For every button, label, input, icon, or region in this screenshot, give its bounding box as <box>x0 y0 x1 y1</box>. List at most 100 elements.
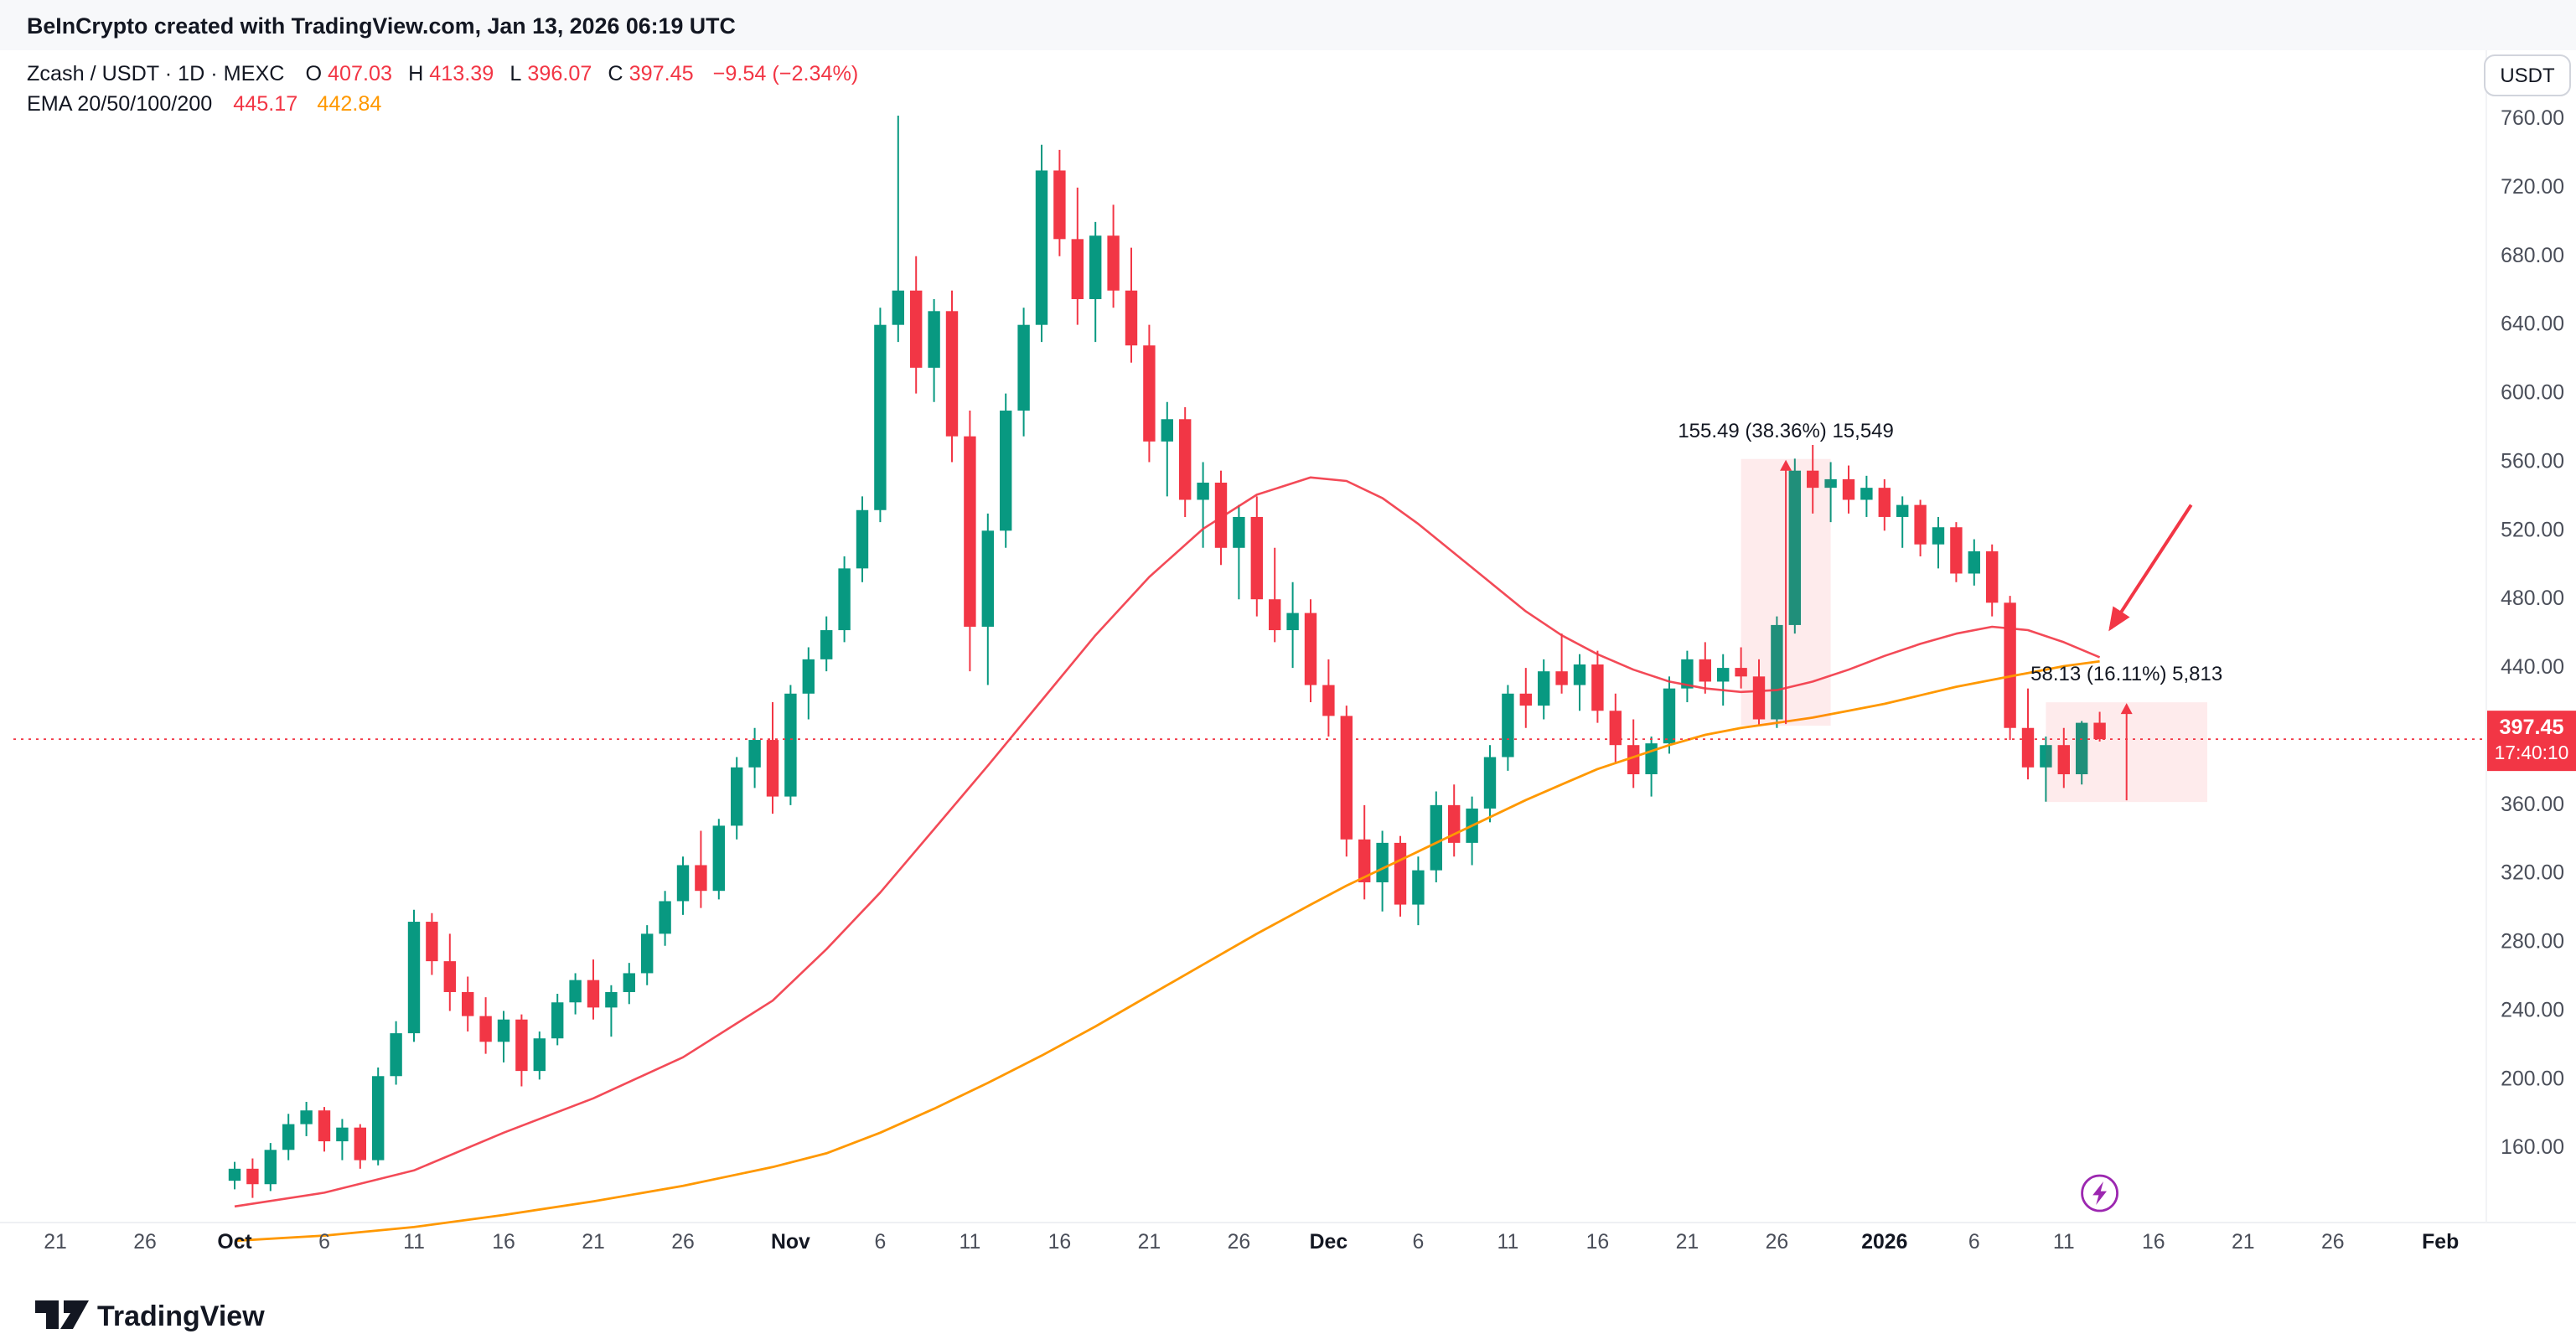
candle <box>623 963 635 1005</box>
price-tick-label: 520.00 <box>2501 519 2564 541</box>
candle <box>2004 596 2016 741</box>
time-label: 26 <box>671 1231 695 1254</box>
time-label: Feb <box>2422 1231 2459 1254</box>
time-label: 21 <box>1676 1231 1699 1254</box>
tradingview-logo[interactable]: TradingView <box>35 1300 265 1332</box>
time-label: Dec <box>1310 1231 1348 1254</box>
candle <box>282 1114 295 1161</box>
price-tick-label: 160.00 <box>2501 1136 2564 1159</box>
ema-orange-value: 442.84 <box>317 92 381 116</box>
candle <box>659 891 671 946</box>
candle <box>1000 393 1012 548</box>
candle <box>246 1158 259 1198</box>
currency-button-box[interactable] <box>2484 54 2571 96</box>
price-tick-label: 480.00 <box>2501 587 2564 610</box>
price-tick-label: 560.00 <box>2501 450 2564 473</box>
candle <box>1340 706 1353 857</box>
candle <box>2093 711 2106 742</box>
candle <box>318 1107 331 1152</box>
candle <box>1430 791 1442 882</box>
candle <box>605 985 618 1037</box>
candle <box>1717 654 1730 706</box>
trend-arrow-drawing[interactable] <box>2108 504 2193 632</box>
candle <box>910 256 923 394</box>
candle <box>1914 499 1927 557</box>
candle <box>1663 676 1676 754</box>
price-tick-labels: 760.00 720.00 680.00 640.00 600.00 560.00 520.… <box>2501 107 2564 1159</box>
candle <box>945 290 959 463</box>
price-tick-label: 760.00 <box>2501 107 2564 130</box>
time-label: 26 <box>1766 1231 1789 1254</box>
measure-range-drawing[interactable]: 58.13 (16.11%) 5,813 <box>2030 663 2222 803</box>
candle <box>1107 204 1120 308</box>
ema-lines-layer[interactable] <box>234 476 2101 1243</box>
candle <box>838 556 851 643</box>
candle <box>2057 727 2070 788</box>
candle <box>443 933 456 1011</box>
time-label: 16 <box>492 1231 515 1254</box>
ema-red-line[interactable] <box>234 476 2101 1208</box>
candle <box>1591 650 1604 723</box>
time-axis[interactable]: 21 26 Oct 6 11 16 21 26 Nov 6 11 16 21 26 Dec 6 11 16 21 26… <box>44 1231 2459 1254</box>
candle <box>462 976 474 1032</box>
candle <box>2076 721 2088 785</box>
ema-legend-row: EMA 20/50/100/200 445.17 442.84 <box>27 92 381 116</box>
close-value: 397.45 <box>629 62 694 85</box>
candle <box>1627 719 1640 788</box>
candle <box>1394 835 1407 917</box>
plot-area[interactable]: 155.49 (38.36%) 15,549 58.13 (16.11%) 5,8… <box>13 115 2485 1243</box>
candle <box>1752 659 1766 726</box>
time-label: 16 <box>1586 1231 1610 1254</box>
price-tick-label: 640.00 <box>2501 313 2564 336</box>
time-label: 6 <box>1413 1231 1425 1254</box>
candle <box>1878 478 1891 531</box>
candle <box>748 727 761 788</box>
measure-range-drawing[interactable]: 155.49 (38.36%) 15,549 <box>1678 420 1894 726</box>
low-label: L <box>510 62 521 85</box>
candle <box>820 616 833 672</box>
candle <box>1483 745 1497 823</box>
candle <box>479 997 492 1054</box>
candle <box>1358 804 1371 900</box>
time-label: 21 <box>44 1231 67 1254</box>
candle <box>1035 144 1048 343</box>
candle <box>1771 616 1783 728</box>
candle <box>1448 784 1461 857</box>
lightning-icon <box>2092 1181 2107 1205</box>
time-label: 2026 <box>1861 1231 1907 1254</box>
candle <box>228 1161 241 1190</box>
last-price-value: 397.45 <box>2499 716 2563 739</box>
time-label: 6 <box>875 1231 887 1254</box>
ema-orange-line[interactable] <box>234 659 2100 1243</box>
candle <box>1735 647 1747 689</box>
candle <box>551 994 564 1046</box>
lightning-event-marker[interactable] <box>2081 1174 2119 1212</box>
time-label: 26 <box>133 1231 157 1254</box>
symbol-legend-row: Zcash / USDT · 1D · MEXC O 407.03 H 413.… <box>27 62 858 85</box>
candle <box>964 411 976 672</box>
candle <box>1197 462 1209 548</box>
time-label: 16 <box>2142 1231 2165 1254</box>
currency-button[interactable]: USDT <box>2484 54 2571 96</box>
candle <box>1125 247 1138 363</box>
measure-range-label: 58.13 (16.11%) 5,813 <box>2030 663 2222 685</box>
candle <box>1842 465 1855 514</box>
candle <box>1053 149 1066 256</box>
candle <box>1538 659 1550 720</box>
annotations-layer[interactable]: 155.49 (38.36%) 15,549 58.13 (16.11%) 5,8… <box>1678 420 2222 1212</box>
price-tick-label: 280.00 <box>2501 931 2564 954</box>
candle <box>587 959 600 1020</box>
candle <box>1645 736 1658 797</box>
time-label: Nov <box>771 1231 810 1254</box>
candle <box>1788 458 1801 634</box>
tradingview-brand-text: TradingView <box>97 1300 265 1332</box>
candle <box>1609 693 1622 763</box>
candle <box>1161 401 1173 497</box>
candle <box>426 912 438 975</box>
price-axis[interactable]: USDT 760.00 720.00 680.00 640.00 600.00 560.0… <box>2484 54 2576 1159</box>
candle <box>784 685 797 805</box>
candle <box>1233 504 1245 600</box>
time-label: 11 <box>960 1231 981 1254</box>
